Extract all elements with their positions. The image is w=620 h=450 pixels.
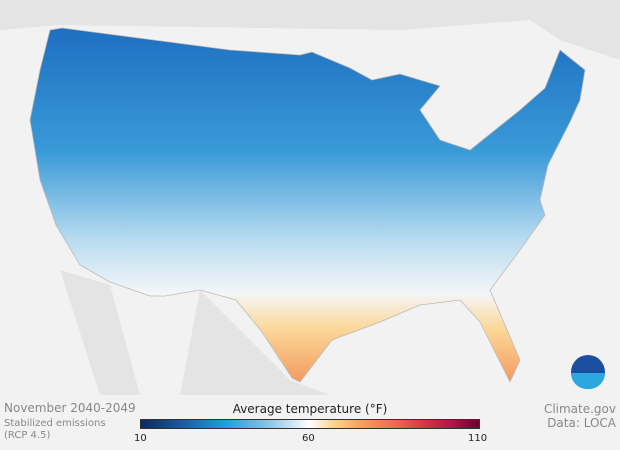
legend-mid: 60 bbox=[302, 433, 315, 444]
legend-max: 110 bbox=[468, 433, 488, 444]
legend-min: 10 bbox=[134, 433, 147, 444]
credit-source: Climate.gov bbox=[543, 402, 616, 416]
scenario-label: Stabilized emissions bbox=[4, 418, 106, 429]
legend-title: Average temperature (°F) bbox=[232, 402, 388, 416]
credit: Climate.gov Data: LOCA bbox=[544, 402, 616, 430]
credit-data: Data: LOCA bbox=[547, 416, 616, 430]
color-scale-bar bbox=[140, 419, 480, 429]
contiguous-us bbox=[29, 27, 586, 383]
noaa-logo bbox=[571, 355, 605, 389]
scenario-code: (RCP 4.5) bbox=[4, 430, 51, 441]
period-label: November 2040-2049 bbox=[4, 401, 136, 415]
